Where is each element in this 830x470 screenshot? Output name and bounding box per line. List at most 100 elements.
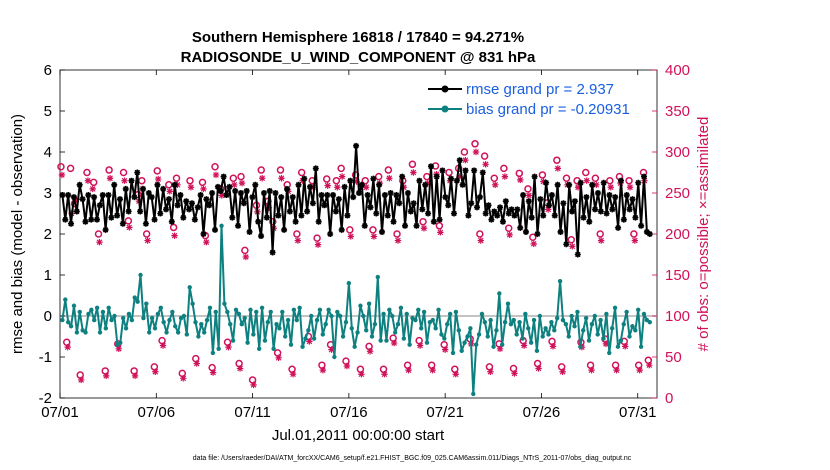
- bias-point: [609, 326, 615, 331]
- obs-assimilated-marker: [602, 340, 610, 348]
- rmse-point: [560, 200, 567, 207]
- obs-possible-marker: [440, 340, 448, 349]
- rmse-point: [217, 187, 224, 194]
- footnote: data file: /Users/raeder/DAI/ATM_forcXX/…: [193, 455, 632, 462]
- bias-point: [219, 223, 224, 228]
- bias-point: [332, 354, 337, 360]
- obs-possible-marker: [119, 168, 128, 177]
- obs-possible-marker: [153, 167, 162, 175]
- bias-point: [575, 309, 580, 315]
- bias-point: [265, 319, 271, 325]
- bias-point: [277, 326, 282, 331]
- obs-assimilated-marker: [294, 237, 302, 244]
- obs-assimilated-marker: [89, 185, 96, 193]
- rmse-point: [315, 218, 322, 225]
- obs-assimilated-marker: [358, 371, 365, 378]
- obs-possible-marker: [130, 367, 138, 375]
- rmse-point: [384, 212, 391, 219]
- obs-possible-marker: [276, 166, 285, 174]
- bias-point: [589, 322, 595, 327]
- bias-point: [453, 309, 459, 315]
- obs-possible-marker: [581, 168, 590, 177]
- bias-point: [526, 326, 531, 331]
- bias-point: [424, 340, 430, 345]
- rmse-point: [497, 204, 504, 211]
- obs-possible-marker: [529, 233, 537, 242]
- bias-point: [442, 336, 447, 341]
- bias-point: [283, 334, 288, 339]
- obs-possible-marker: [158, 336, 166, 345]
- obs-possible-marker: [625, 176, 633, 185]
- bias-point: [311, 336, 317, 341]
- rmse-point: [641, 173, 648, 180]
- bias-point: [254, 309, 259, 315]
- rmse-point: [347, 177, 354, 184]
- obs-assimilated-marker: [338, 173, 346, 180]
- bias-point: [549, 319, 554, 325]
- obs-possible-marker: [548, 337, 556, 346]
- rmse-point: [586, 218, 593, 225]
- bias-point: [329, 313, 334, 319]
- rmse-point: [260, 190, 267, 196]
- bias-point: [520, 336, 525, 341]
- obs-possible-marker: [451, 365, 459, 374]
- obs-possible-marker: [586, 361, 595, 369]
- rmse-point: [82, 218, 89, 225]
- y-tick-label: 5: [44, 103, 52, 120]
- bias-point: [349, 326, 354, 331]
- bias-point: [607, 350, 612, 356]
- obs-possible-marker: [94, 230, 103, 238]
- rmse-point: [462, 167, 469, 174]
- bias-point: [337, 313, 343, 319]
- obs-assimilated-marker: [554, 165, 562, 172]
- obs-possible-marker: [379, 365, 388, 374]
- rmse-point: [165, 196, 172, 203]
- rmse-point: [557, 228, 564, 235]
- rmse-point: [312, 165, 319, 172]
- rmse-point: [252, 181, 259, 188]
- obs-possible-marker: [172, 174, 181, 182]
- obs-assimilated-marker: [631, 237, 639, 244]
- rmse-point: [399, 173, 406, 180]
- obs-possible-marker: [89, 178, 98, 187]
- rmse-point: [548, 192, 555, 199]
- bias-point: [615, 344, 621, 349]
- rmse-point: [632, 214, 639, 221]
- rmse-point: [350, 194, 357, 201]
- bias-point: [465, 334, 470, 339]
- rmse-point: [154, 181, 161, 188]
- rmse-point: [623, 192, 630, 199]
- obs-assimilated-marker: [231, 181, 238, 188]
- bias-point: [201, 330, 207, 335]
- rmse-point: [551, 212, 558, 219]
- bias-point: [242, 315, 247, 321]
- obs-possible-marker: [248, 376, 257, 384]
- bias-point: [497, 291, 502, 296]
- obs-assimilated-marker: [180, 375, 187, 382]
- obs-assimilated-marker: [416, 342, 424, 349]
- bias-point: [433, 326, 438, 331]
- obs-assimilated-marker: [334, 184, 341, 191]
- rmse-point: [422, 181, 429, 188]
- bias-point: [213, 309, 218, 315]
- obs-possible-marker: [62, 338, 71, 346]
- y-tick-label: 0: [44, 308, 52, 325]
- legend-bias-label: bias grand pr = -0.20931: [466, 101, 630, 118]
- obs-possible-marker: [393, 230, 401, 238]
- bias-point: [436, 307, 441, 313]
- obs-assimilated-marker: [386, 175, 393, 182]
- obs-assimilated-marker: [607, 184, 614, 191]
- rmse-point: [59, 192, 66, 199]
- rmse-point: [324, 192, 331, 199]
- rmse-point: [479, 169, 486, 176]
- bias-point: [479, 311, 485, 317]
- bias-point: [297, 305, 302, 310]
- obs-possible-marker: [415, 336, 423, 345]
- bias-point: [77, 309, 82, 315]
- obs-possible-marker: [208, 363, 216, 372]
- rmse-point: [612, 194, 619, 201]
- bias-point: [543, 326, 548, 331]
- rmse-point: [609, 206, 616, 213]
- bias-point: [514, 332, 519, 337]
- bias-point: [86, 311, 91, 317]
